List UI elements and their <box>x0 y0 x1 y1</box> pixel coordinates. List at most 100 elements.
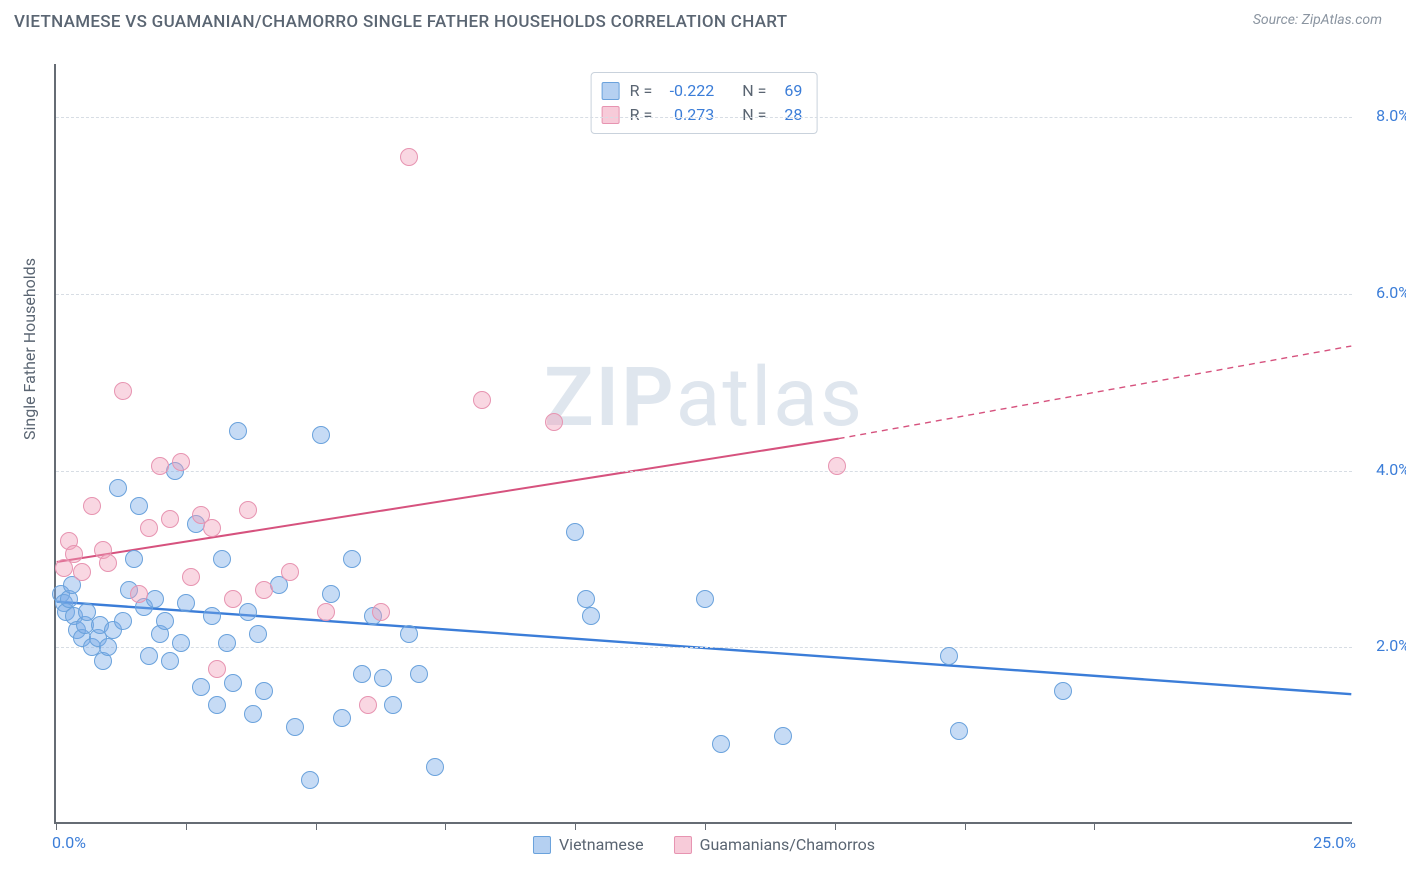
data-point <box>114 612 132 630</box>
legend-swatch <box>602 106 620 124</box>
data-point <box>343 550 361 568</box>
data-point <box>566 523 584 541</box>
y-axis-label: Single Father Households <box>20 258 39 440</box>
data-point <box>828 457 846 475</box>
plot-area: ZIPatlas R =-0.222N =69R =0.273N =28 0.0… <box>54 64 1352 824</box>
series-legend-item: Vietnamese <box>533 835 644 854</box>
data-point <box>161 652 179 670</box>
data-point <box>696 590 714 608</box>
data-point <box>322 585 340 603</box>
x-axis-min-label: 0.0% <box>52 833 86 852</box>
gridline <box>56 471 1352 472</box>
x-axis-tick <box>316 822 317 830</box>
legend-n-label: N = <box>742 79 766 103</box>
gridline <box>56 647 1352 648</box>
x-axis-tick <box>835 822 836 830</box>
data-point <box>281 563 299 581</box>
watermark-rest: atlas <box>676 350 864 446</box>
legend-r-label: R = <box>630 103 653 127</box>
x-axis-tick <box>575 822 576 830</box>
data-point <box>83 497 101 515</box>
data-point <box>372 603 390 621</box>
chart-container: VIETNAMESE VS GUAMANIAN/CHAMORRO SINGLE … <box>0 0 1406 892</box>
data-point <box>249 625 267 643</box>
series-legend-item: Guamanians/Chamorros <box>674 835 875 854</box>
series-legend-label: Vietnamese <box>559 835 644 854</box>
legend-n-value: 28 <box>776 103 802 127</box>
data-point <box>224 590 242 608</box>
data-point <box>140 519 158 537</box>
data-point <box>545 413 563 431</box>
data-point <box>140 647 158 665</box>
data-point <box>192 678 210 696</box>
data-point <box>255 682 273 700</box>
data-point <box>99 554 117 572</box>
data-point <box>940 647 958 665</box>
data-point <box>353 665 371 683</box>
data-point <box>99 638 117 656</box>
data-point <box>400 625 418 643</box>
data-point <box>244 705 262 723</box>
data-point <box>182 568 200 586</box>
data-point <box>426 758 444 776</box>
legend-swatch <box>533 836 551 854</box>
y-axis-tick-label: 8.0% <box>1376 106 1406 125</box>
data-point <box>239 603 257 621</box>
data-point <box>410 665 428 683</box>
data-point <box>73 563 91 581</box>
gridline <box>56 294 1352 295</box>
data-point <box>109 479 127 497</box>
data-point <box>774 727 792 745</box>
data-point <box>1054 682 1072 700</box>
correlation-legend: R =-0.222N =69R =0.273N =28 <box>591 72 818 134</box>
data-point <box>229 422 247 440</box>
source-name: ZipAtlas.com <box>1302 12 1382 28</box>
legend-swatch <box>674 836 692 854</box>
data-point <box>172 634 190 652</box>
data-point <box>374 669 392 687</box>
header: VIETNAMESE VS GUAMANIAN/CHAMORRO SINGLE … <box>0 0 1406 38</box>
data-point <box>582 607 600 625</box>
data-point <box>161 510 179 528</box>
data-point <box>473 391 491 409</box>
data-point <box>172 453 190 471</box>
series-legend-label: Guamanians/Chamorros <box>700 835 875 854</box>
data-point <box>208 696 226 714</box>
legend-r-value: -0.222 <box>662 79 714 103</box>
data-point <box>312 426 330 444</box>
data-point <box>239 501 257 519</box>
series-legend: Vietnamese Guamanians/Chamorros <box>533 835 875 854</box>
data-point <box>177 594 195 612</box>
legend-n-value: 69 <box>776 79 802 103</box>
watermark: ZIPatlas <box>544 350 864 446</box>
data-point <box>218 634 236 652</box>
x-axis-tick <box>56 822 57 830</box>
data-point <box>125 550 143 568</box>
data-point <box>301 771 319 789</box>
correlation-legend-row: R = -0.222 N = 69 <box>602 79 803 103</box>
data-point <box>65 545 83 563</box>
data-point <box>114 382 132 400</box>
y-axis-tick-label: 6.0% <box>1376 283 1406 302</box>
data-point <box>151 457 169 475</box>
y-axis-tick-label: 2.0% <box>1376 636 1406 655</box>
data-point <box>213 550 231 568</box>
x-axis-tick <box>965 822 966 830</box>
data-point <box>146 590 164 608</box>
data-point <box>224 674 242 692</box>
source-prefix: Source: <box>1253 12 1298 28</box>
chart-title: VIETNAMESE VS GUAMANIAN/CHAMORRO SINGLE … <box>14 12 787 32</box>
data-point <box>130 585 148 603</box>
data-point <box>208 660 226 678</box>
trend-line <box>839 346 1352 439</box>
data-point <box>712 735 730 753</box>
data-point <box>255 581 273 599</box>
data-point <box>203 519 221 537</box>
data-point <box>577 590 595 608</box>
legend-swatch <box>602 82 620 100</box>
x-axis-tick <box>1094 822 1095 830</box>
legend-r-label: R = <box>630 79 653 103</box>
source-attribution: Source: ZipAtlas.com <box>1253 12 1382 28</box>
correlation-legend-row: R =0.273N =28 <box>602 103 803 127</box>
legend-n-label: N = <box>742 103 766 127</box>
